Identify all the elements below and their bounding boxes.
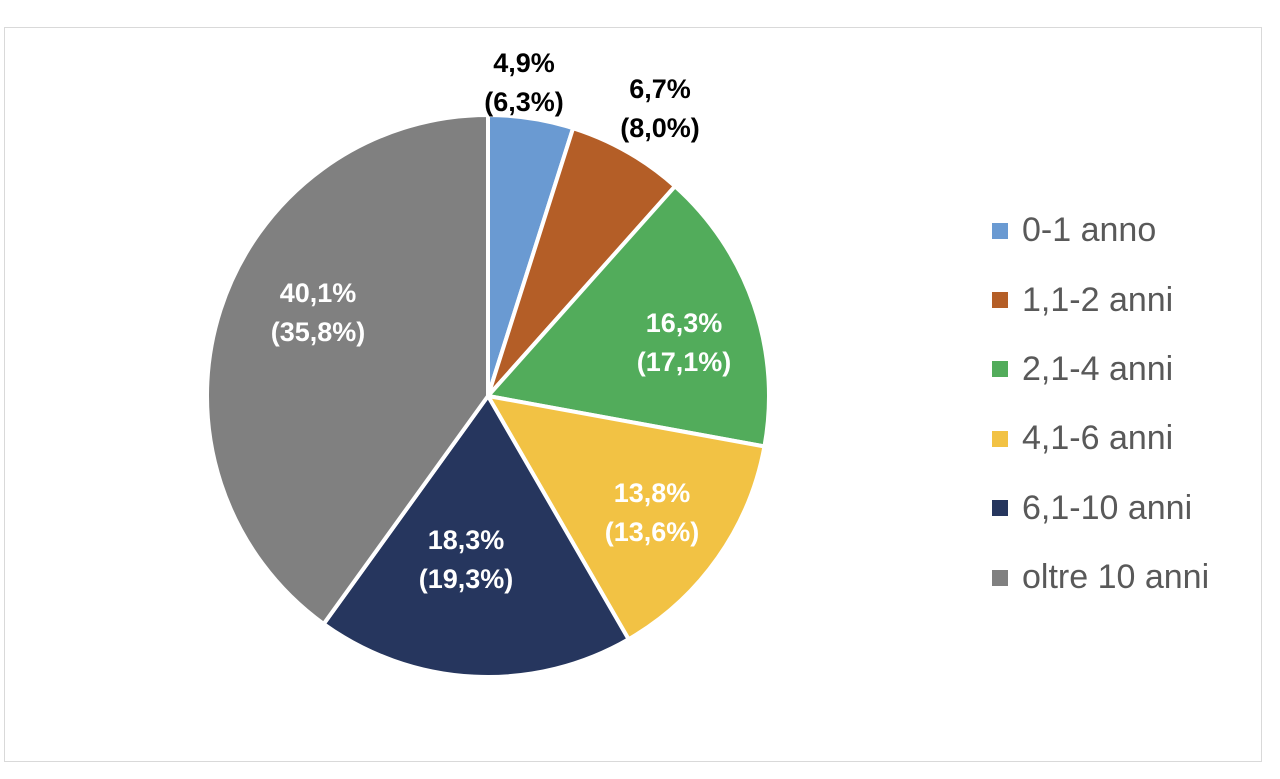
data-label-6-1-10-anni: 18,3% bbox=[428, 525, 505, 555]
legend-swatch bbox=[992, 361, 1008, 378]
secondary-label-6-1-10-anni: (19,3%) bbox=[419, 564, 514, 594]
legend-item-oltre-10-anni: oltre 10 anni bbox=[992, 543, 1209, 612]
legend-label: 0-1 anno bbox=[1022, 211, 1157, 250]
data-label-2-1-4-anni: 16,3% bbox=[646, 308, 723, 338]
secondary-label-2-1-4-anni: (17,1%) bbox=[637, 347, 732, 377]
pie-slice-oltre-10-anni bbox=[205, 113, 490, 626]
legend-swatch bbox=[992, 500, 1008, 517]
secondary-label-0-1-anno: (6,3%) bbox=[484, 87, 564, 117]
legend-swatch bbox=[992, 430, 1008, 447]
legend-item-1-1-2-anni: 1,1-2 anni bbox=[992, 265, 1209, 334]
data-label-4-1-6-anni: 13,8% bbox=[614, 478, 691, 508]
legend-item-2-1-4-anni: 2,1-4 anni bbox=[992, 335, 1209, 404]
data-label-0-1-anno: 4,9% bbox=[493, 48, 555, 78]
data-label-oltre-10-anni: 40,1% bbox=[280, 278, 357, 308]
legend-label: 2,1-4 anni bbox=[1022, 349, 1174, 388]
legend-label: 1,1-2 anni bbox=[1022, 280, 1174, 319]
pie-slice-1-1-2-anni bbox=[486, 126, 677, 398]
legend-item-0-1-anno: 0-1 anno bbox=[992, 196, 1209, 265]
legend-label: 4,1-6 anni bbox=[1022, 419, 1174, 458]
chart-legend: 0-1 anno 1,1-2 anni 2,1-4 anni 4,1-6 anni 6,… bbox=[992, 196, 1209, 612]
secondary-label-1-1-2-anni: (8,0%) bbox=[620, 113, 700, 143]
pie-slice-6-1-10-anni bbox=[321, 394, 631, 679]
data-label-1-1-2-anni: 6,7% bbox=[629, 74, 691, 104]
pie-slice-4-1-6-anni bbox=[486, 394, 767, 642]
secondary-label-4-1-6-anni: (13,6%) bbox=[605, 517, 700, 547]
secondary-label-oltre-10-anni: (35,8%) bbox=[271, 317, 366, 347]
legend-swatch bbox=[992, 569, 1008, 586]
legend-label: oltre 10 anni bbox=[1022, 558, 1210, 597]
legend-swatch bbox=[992, 222, 1008, 239]
pie-slice-2-1-4-anni bbox=[486, 184, 771, 449]
legend-swatch bbox=[992, 292, 1008, 309]
legend-label: 6,1-10 anni bbox=[1022, 488, 1193, 527]
legend-item-6-1-10-anni: 6,1-10 anni bbox=[992, 474, 1209, 543]
legend-item-4-1-6-anni: 4,1-6 anni bbox=[992, 404, 1209, 473]
